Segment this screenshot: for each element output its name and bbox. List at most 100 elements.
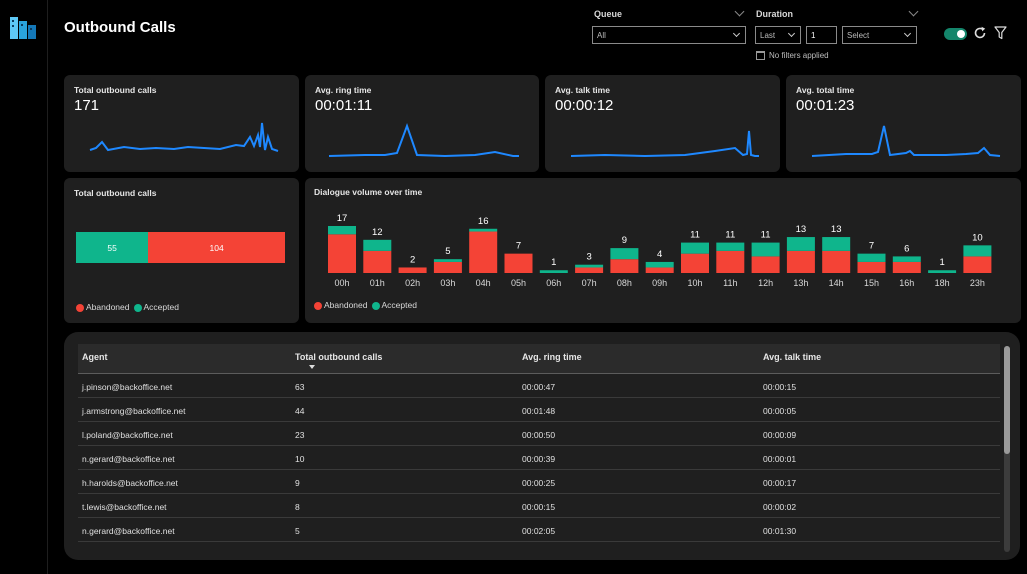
x-tick-label: 00h	[334, 278, 349, 288]
bar-abandoned[interactable]	[575, 267, 604, 273]
legend-item-abandoned[interactable]: Abandoned	[314, 300, 368, 310]
x-tick-label: 11h	[723, 278, 737, 288]
bar-accepted[interactable]	[328, 226, 356, 235]
legend-item-accepted[interactable]: Accepted	[133, 302, 179, 312]
bar-abandoned[interactable]	[504, 253, 533, 273]
kpi-card-avg-total-time: Avg. total time 00:01:23	[786, 75, 1021, 172]
bar-total-label: 11	[761, 230, 771, 241]
bar-accepted[interactable]	[645, 261, 674, 268]
buildings-logo-icon[interactable]	[9, 13, 37, 41]
talk-time-cell: 00:00:17	[763, 478, 797, 488]
table-row[interactable]: n.gerard@backoffice.net 10 00:00:39 00:00:0…	[78, 446, 1000, 470]
x-tick-label: 18h	[935, 278, 950, 288]
bar-abandoned[interactable]	[433, 261, 462, 273]
queue-collapse-icon[interactable]	[734, 6, 745, 17]
bar-total-label: 1	[939, 257, 944, 268]
total-calls-cell: 44	[295, 406, 305, 416]
bar-accepted[interactable]	[822, 237, 851, 251]
agent-cell: l.poland@backoffice.net	[82, 430, 173, 440]
scrollbar-thumb[interactable]	[1004, 346, 1010, 454]
accepted-value-label: 55	[107, 242, 117, 253]
duration-number-input[interactable]: 1	[806, 26, 837, 44]
column-header-avg-ring-time[interactable]: Avg. ring time	[522, 352, 582, 362]
calendar-icon	[756, 51, 765, 60]
table-row[interactable]: h.harolds@backoffice.net 9 00:00:25 00:00:1…	[78, 470, 1000, 494]
bar-total-label: 3	[586, 252, 591, 263]
sidebar	[0, 0, 48, 574]
bar-abandoned[interactable]	[716, 250, 745, 273]
duration-unit-select[interactable]: Select	[842, 26, 917, 44]
duration-period-select[interactable]: Last	[755, 26, 801, 44]
kpi-card-avg-ring-time: Avg. ring time 00:01:11	[305, 75, 539, 172]
bar-accepted[interactable]	[928, 270, 957, 273]
bar-total-label: 11	[690, 230, 700, 241]
table-header: Agent Total outbound calls Avg. ring tim…	[78, 344, 1000, 374]
table-row[interactable]: n.gerard@backoffice.net 5 00:02:05 00:01:30	[78, 518, 1000, 542]
bar-accepted[interactable]	[786, 237, 815, 251]
bar-accepted[interactable]	[363, 239, 392, 251]
abandoned-segment[interactable]: 104	[148, 232, 285, 263]
bar-accepted[interactable]	[539, 270, 568, 273]
bar-abandoned[interactable]	[610, 259, 639, 273]
queue-select[interactable]: All	[592, 26, 746, 44]
bar-abandoned[interactable]	[786, 250, 815, 273]
bar-abandoned[interactable]	[822, 250, 851, 273]
total-calls-breakdown-card: Total outbound calls 55 104 Abandoned Ac…	[64, 178, 299, 323]
chevron-down-icon	[903, 29, 912, 38]
agent-cell: n.gerard@backoffice.net	[82, 454, 175, 464]
legend-label: Accepted	[381, 300, 417, 310]
bar-abandoned[interactable]	[398, 267, 427, 273]
bar-total-label: 16	[478, 216, 489, 227]
bar-abandoned[interactable]	[892, 261, 921, 273]
accepted-segment[interactable]: 55	[76, 232, 149, 263]
table-row[interactable]: l.poland@backoffice.net 23 00:00:50 00:00:0…	[78, 422, 1000, 446]
x-tick-label: 04h	[476, 278, 491, 288]
bar-accepted[interactable]	[433, 259, 462, 262]
table-row[interactable]: t.lewis@backoffice.net 8 00:00:15 00:00:02	[78, 494, 1000, 518]
refresh-icon[interactable]	[973, 26, 987, 40]
auto-refresh-toggle[interactable]	[944, 28, 967, 40]
bar-abandoned[interactable]	[363, 250, 392, 273]
x-tick-label: 16h	[899, 278, 914, 288]
ring-time-cell: 00:01:48	[522, 406, 556, 416]
bar-abandoned[interactable]	[857, 261, 886, 273]
bar-abandoned[interactable]	[469, 231, 498, 273]
bar-abandoned[interactable]	[328, 234, 356, 273]
bar-accepted[interactable]	[857, 253, 886, 262]
bar-accepted[interactable]	[716, 242, 745, 251]
column-header-total-calls[interactable]: Total outbound calls	[295, 352, 383, 362]
bar-total-label: 5	[445, 246, 450, 257]
talk-time-cell: 00:00:05	[763, 406, 797, 416]
ring-time-cell: 00:00:39	[522, 454, 556, 464]
bar-accepted[interactable]	[469, 228, 498, 232]
bar-accepted[interactable]	[681, 242, 709, 254]
kpi-card-total-calls: Total outbound calls 171	[64, 75, 299, 172]
column-header-avg-talk-time[interactable]: Avg. talk time	[763, 352, 822, 362]
column-header-agent[interactable]: Agent	[82, 352, 108, 362]
table-scrollbar[interactable]	[1004, 346, 1010, 552]
bar-accepted[interactable]	[610, 248, 639, 260]
duration-collapse-icon[interactable]	[908, 6, 919, 17]
bar-abandoned[interactable]	[681, 253, 709, 273]
kpi-title: Avg. total time	[796, 85, 855, 95]
bar-accepted[interactable]	[575, 264, 604, 268]
abandoned-dot-icon	[76, 303, 84, 312]
legend-item-abandoned[interactable]: Abandoned	[76, 302, 130, 312]
bar-accepted[interactable]	[751, 242, 780, 257]
x-tick-label: 01h	[370, 278, 385, 288]
bar-abandoned[interactable]	[751, 256, 780, 273]
bar-accepted[interactable]	[892, 256, 921, 262]
total-calls-cell: 5	[295, 526, 300, 536]
bar-abandoned[interactable]	[963, 256, 992, 273]
table-row[interactable]: j.pinson@backoffice.net 63 00:00:47 00:00:1…	[78, 374, 1000, 398]
legend-item-accepted[interactable]: Accepted	[371, 300, 417, 310]
abandoned-dot-icon	[314, 301, 322, 310]
bar-abandoned[interactable]	[645, 267, 674, 273]
filter-icon[interactable]	[994, 26, 1007, 40]
kpi-value: 00:00:12	[555, 97, 614, 114]
total-calls-cell: 8	[295, 502, 300, 512]
legend: Abandoned Accepted	[76, 302, 179, 312]
bar-accepted[interactable]	[963, 245, 992, 257]
table-row[interactable]: j.armstrong@backoffice.net 44 00:01:48 00:0…	[78, 398, 1000, 422]
